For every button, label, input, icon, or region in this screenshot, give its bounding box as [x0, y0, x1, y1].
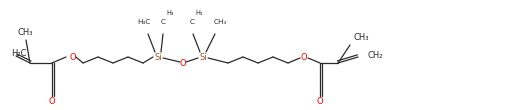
Text: O: O — [70, 52, 77, 61]
Text: Si: Si — [154, 52, 162, 61]
Text: CH₃: CH₃ — [353, 32, 369, 41]
Text: CH₂: CH₂ — [367, 50, 382, 60]
Text: O: O — [317, 96, 323, 105]
Text: C: C — [189, 19, 195, 25]
Text: CH₃: CH₃ — [214, 19, 227, 25]
Text: Si: Si — [199, 52, 207, 61]
Text: H₃: H₃ — [166, 10, 174, 16]
Text: H₃C: H₃C — [137, 19, 151, 25]
Text: O: O — [180, 59, 186, 68]
Text: O: O — [301, 52, 307, 61]
Text: H₂C: H₂C — [11, 49, 27, 58]
Text: H₃: H₃ — [195, 10, 203, 16]
Text: O: O — [49, 96, 55, 105]
Text: C: C — [160, 19, 165, 25]
Text: CH₃: CH₃ — [17, 28, 33, 37]
